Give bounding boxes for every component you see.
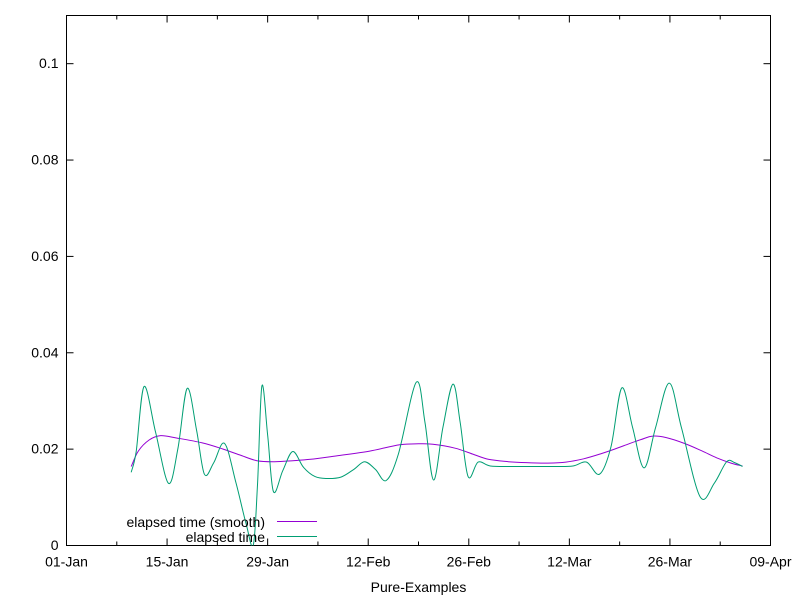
y-tick-label: 0.08	[31, 152, 58, 168]
x-tick-label: 26-Mar	[648, 554, 693, 570]
x-tick-label: 01-Jan	[45, 554, 88, 570]
legend-label-smooth: elapsed time (smooth)	[126, 513, 265, 530]
x-tick-label: 29-Jan	[246, 554, 289, 570]
y-tick-label: 0.02	[31, 441, 58, 457]
x-tick-label: 15-Jan	[146, 554, 189, 570]
legend-row-smooth: elapsed time (smooth)	[0, 513, 317, 530]
legend-row-elapsed: elapsed time	[0, 528, 317, 545]
y-tick-label: 0.04	[31, 344, 58, 360]
x-tick-label: 26-Feb	[447, 554, 492, 570]
series-line-elapsed	[130, 381, 743, 546]
y-tick-label: 0.1	[39, 55, 59, 71]
legend-label-elapsed: elapsed time	[185, 528, 265, 545]
plot-border	[66, 15, 771, 546]
legend-swatch-1	[277, 535, 317, 538]
series-line-smooth	[130, 435, 743, 467]
x-tick-label: 12-Mar	[547, 554, 592, 570]
x-axis-title: Pure-Examples	[370, 579, 467, 595]
x-tick-label: 09-Apr	[749, 554, 791, 570]
x-tick-label: 12-Feb	[346, 554, 391, 570]
legend-swatch-0	[277, 520, 317, 523]
y-tick-label: 0	[51, 537, 59, 553]
y-tick-label: 0.06	[31, 248, 58, 264]
legend: elapsed time (smooth) elapsed time	[0, 513, 317, 545]
